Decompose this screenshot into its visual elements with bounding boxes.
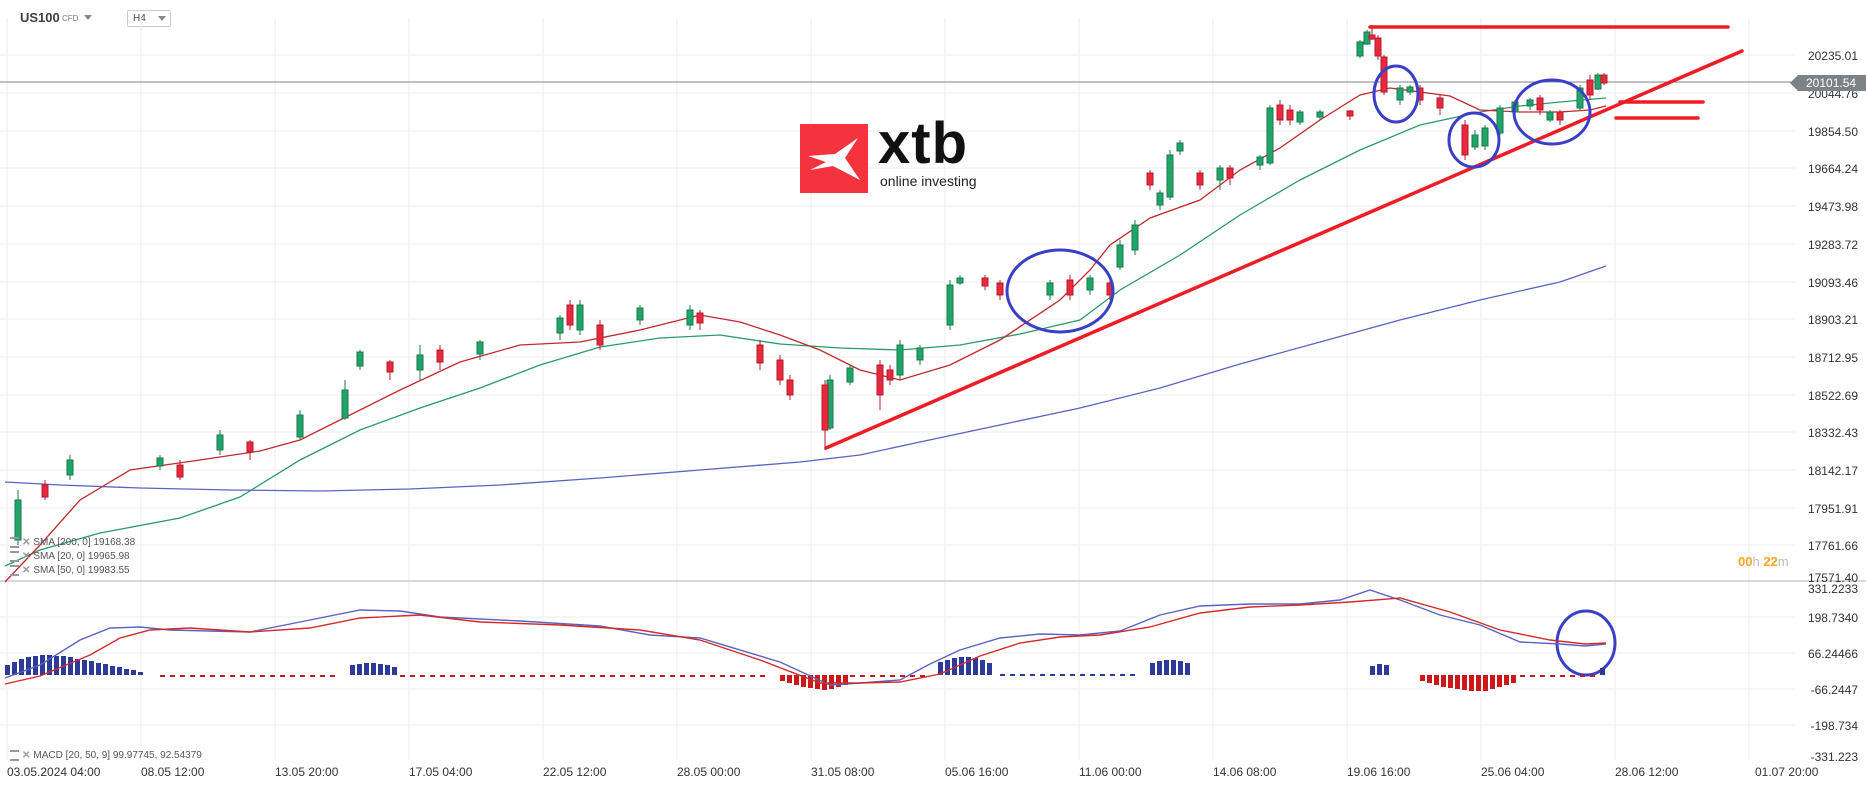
macd-tick: -198.734 (1810, 719, 1858, 733)
close-icon[interactable]: ✕ (22, 750, 31, 762)
price-tick: 17761.66 (1807, 539, 1858, 553)
close-icon[interactable]: ✕ (22, 551, 31, 563)
macd-tick: -66.2447 (1810, 683, 1858, 697)
highlight-circles (1005, 64, 1617, 677)
macd-tick: -331.223 (1810, 750, 1858, 764)
symbol-type: CFD (62, 14, 79, 23)
logo-tagline: online investing (880, 173, 977, 189)
price-tick: 18712.95 (1807, 351, 1858, 365)
settings-icon[interactable] (10, 565, 19, 576)
candle-countdown: 00h 22m (1738, 554, 1789, 569)
legend-sma50[interactable]: ✕ SMA [50, 0] 19983.55 (10, 565, 130, 576)
price-tick: 18332.43 (1807, 426, 1858, 440)
time-tick: 01.07 20:00 (1755, 765, 1819, 779)
chart-toolbar: US100 CFD H4 (0, 0, 1866, 30)
time-tick: 14.06 08:00 (1213, 765, 1277, 779)
current-price-tag: 20101.54 (1790, 75, 1866, 91)
time-tick: 13.05 20:00 (275, 765, 339, 779)
settings-icon[interactable] (10, 750, 19, 761)
price-tick: 18903.21 (1807, 313, 1858, 327)
time-tick: 03.05.2024 04:00 (7, 765, 101, 779)
close-icon[interactable]: ✕ (22, 537, 31, 549)
price-tick: 19473.98 (1807, 200, 1858, 214)
symbol-dropdown-icon[interactable] (84, 15, 92, 20)
signal-line (4, 597, 1607, 685)
time-tick: 28.06 12:00 (1615, 765, 1679, 779)
time-tick: 08.05 12:00 (141, 765, 205, 779)
price-tick: 17571.40 (1807, 571, 1858, 585)
time-tick: 25.06 04:00 (1481, 765, 1545, 779)
logo-brand: xtb (878, 111, 968, 176)
time-tick: 31.05 08:00 (811, 765, 875, 779)
macd-tick: 198.7340 (1807, 611, 1858, 625)
settings-icon[interactable] (10, 551, 19, 562)
price-tick: 19664.24 (1807, 162, 1858, 176)
legend-macd[interactable]: ✕ MACD [20, 50, 9] 99.97745, 92.54379 (10, 750, 202, 761)
sma200-line (4, 265, 1607, 492)
close-icon[interactable]: ✕ (22, 565, 31, 577)
legend-sma20[interactable]: ✕ SMA [20, 0] 19965.98 (10, 551, 130, 562)
price-tick: 17951.91 (1807, 502, 1858, 516)
macd-line (4, 589, 1607, 686)
legend-sma200[interactable]: ✕ SMA [200, 0] 19168.38 (10, 537, 135, 548)
time-tick: 05.06 16:00 (945, 765, 1009, 779)
time-tick: 28.05 00:00 (677, 765, 741, 779)
time-tick: 17.05 04:00 (409, 765, 473, 779)
grid-lines (0, 18, 1795, 760)
symbol-name[interactable]: US100 (20, 10, 60, 25)
timeframe-value: H4 (133, 13, 146, 24)
timeframe-select[interactable]: H4 (127, 10, 171, 27)
time-tick: 22.05 12:00 (543, 765, 607, 779)
chevron-down-icon (158, 16, 166, 21)
macd-tick: 66.24466 (1807, 647, 1858, 661)
candlesticks (14, 25, 1608, 545)
macd-histogram (5, 655, 1605, 691)
price-tick: 19093.46 (1807, 276, 1858, 290)
price-tick: 19854.50 (1807, 125, 1858, 139)
time-tick: 19.06 16:00 (1347, 765, 1411, 779)
price-tick: 19283.72 (1807, 238, 1858, 252)
xtb-logo-mark (800, 124, 868, 193)
time-tick: 11.06 00:00 (1079, 765, 1142, 779)
annotations (824, 25, 1744, 450)
sma50-line (4, 97, 1607, 567)
price-tick: 18522.69 (1807, 389, 1858, 403)
price-tick: 20235.01 (1807, 49, 1858, 63)
sma20-line (4, 87, 1607, 583)
price-tick: 18142.17 (1807, 464, 1858, 478)
macd-tick: 331.2233 (1807, 582, 1858, 596)
settings-icon[interactable] (10, 537, 19, 548)
